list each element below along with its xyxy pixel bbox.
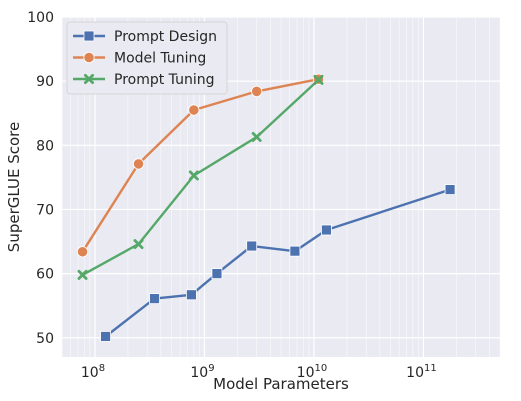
data-point-model-tuning [251,85,263,98]
x-tick-base: 10 [190,365,208,381]
y-axis-label: SuperGLUE Score [5,122,23,252]
y-tick-label: 70 [36,202,54,218]
x-tick-base: 10 [406,365,424,381]
legend-marker [83,30,95,42]
x-marker-stroke [77,269,88,280]
data-point-prompt-design [321,224,332,236]
series-prompt-design [100,184,456,342]
data-point-prompt-design [289,245,301,257]
series-layer [76,73,456,342]
x-tick-exponent: 9 [208,363,214,374]
data-point-prompt-tuning [251,131,262,142]
x-tick-label: 108 [81,363,105,381]
data-point-prompt-design [186,289,197,301]
y-tick-label: 60 [36,267,54,283]
legend-marker [83,51,95,64]
y-tick-label: 100 [27,10,54,26]
data-point-prompt-tuning [133,239,144,250]
x-axis-ticks: 108 109 1010 1011 [81,363,437,381]
data-point-prompt-tuning [188,170,199,181]
data-point-model-tuning [76,246,89,258]
legend-label: Prompt Tuning [114,72,215,88]
data-point-prompt-design [149,293,160,305]
data-point-prompt-design [444,184,456,195]
x-marker-stroke [188,170,199,181]
x-tick-exponent: 8 [99,363,105,374]
legend-label: Prompt Design [114,29,217,45]
x-tick-exponent: 11 [424,363,437,374]
legend-box [66,21,228,95]
data-point-model-tuning [132,158,145,170]
y-tick-label: 50 [36,331,54,347]
data-point-prompt-design [246,240,258,252]
data-point-prompt-tuning [77,269,88,280]
legend-marker [84,74,94,84]
x-tick-label: 109 [190,363,214,381]
legend: Prompt Design Model Tuning Prompt Tuning [66,21,228,95]
x-marker-stroke [251,131,262,142]
data-point-prompt-tuning [313,74,324,85]
y-tick-label: 80 [36,138,54,154]
data-point-model-tuning [188,104,200,116]
y-axis-ticks: 50 60 70 80 90 100 [27,10,54,347]
x-tick-base: 10 [297,365,315,381]
y-tick-label: 90 [36,74,54,90]
data-point-prompt-design [100,331,111,342]
x-tick-label: 1010 [297,363,328,381]
series-prompt-tuning [77,74,324,280]
legend-item-model-tuning: Model Tuning [73,51,206,67]
legend-label: Model Tuning [114,51,206,67]
data-point-prompt-design [211,268,223,280]
x-tick-exponent: 10 [315,363,328,374]
x-tick-label: 1011 [406,363,437,381]
x-marker-stroke [84,74,94,84]
x-tick-base: 10 [81,365,99,381]
legend-item-prompt-tuning: Prompt Tuning [73,72,215,88]
legend-item-prompt-design: Prompt Design [73,29,217,45]
x-axis-label: Model Parameters [213,375,349,393]
x-marker-stroke [313,74,324,85]
x-marker-stroke [133,239,144,250]
